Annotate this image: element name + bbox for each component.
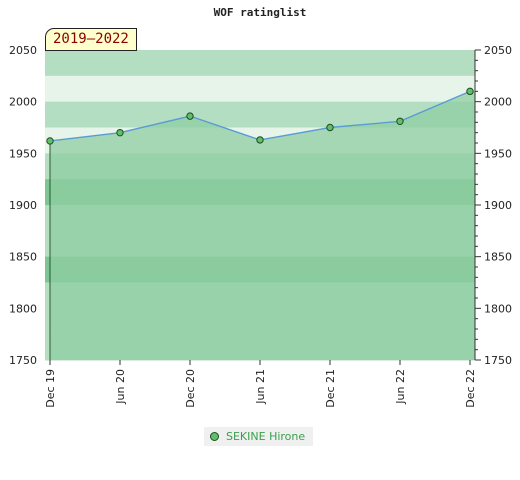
legend-marker-icon <box>210 432 219 441</box>
right-axis: 1750 1800 1850 1900 1950 2000 2050 <box>474 44 512 367</box>
point-layer <box>46 87 474 145</box>
y-tick-label-right: 2000 <box>484 96 512 109</box>
x-tick-label: Dec 20 <box>184 369 197 408</box>
x-tick-label: Dec 21 <box>324 369 337 408</box>
chart-title: WOF ratinglist <box>213 6 307 19</box>
series-area <box>50 91 475 360</box>
area-layer <box>49 91 475 360</box>
y-tick-label-left: 1950 <box>9 147 37 160</box>
x-axis: Dec 19 Jun 20 Dec 20 Jun 21 Dec 21 Jun 22 Dec … <box>44 360 477 408</box>
background-band <box>45 75 475 103</box>
period-badge: 2019–2022 <box>45 28 137 51</box>
data-point[interactable] <box>326 123 334 132</box>
data-point[interactable] <box>396 117 404 126</box>
data-point[interactable] <box>186 112 194 120</box>
y-tick-label-right: 1800 <box>484 302 512 315</box>
data-point[interactable] <box>256 136 264 144</box>
background-band <box>45 50 475 77</box>
y-tick-label-left: 1850 <box>9 251 37 264</box>
y-tick-label-right: 1900 <box>484 199 512 212</box>
x-tick-label: Dec 19 <box>44 369 57 408</box>
y-tick-label-right: 1950 <box>484 147 512 160</box>
y-tick-label-left: 1750 <box>9 354 37 367</box>
x-tick-label: Jun 22 <box>394 369 407 405</box>
y-tick-label-right: 1750 <box>484 354 512 367</box>
y-tick-label-right: 2050 <box>484 44 512 57</box>
y-tick-label-right: 1850 <box>484 251 512 264</box>
left-axis: 1750 1800 1850 1900 1950 2000 2050 <box>9 44 37 367</box>
legend[interactable]: SEKINE Hirone <box>204 427 314 446</box>
y-tick-label-left: 1900 <box>9 199 37 212</box>
x-tick-label: Jun 20 <box>114 369 127 405</box>
y-tick-label-left: 2050 <box>9 44 37 57</box>
data-point[interactable] <box>466 87 474 96</box>
x-tick-label: Dec 22 <box>464 369 477 408</box>
data-point[interactable] <box>116 128 124 137</box>
y-tick-label-left: 1800 <box>9 302 37 315</box>
legend-series-label: SEKINE Hirone <box>226 430 306 443</box>
x-tick-label: Jun 21 <box>254 369 267 405</box>
y-tick-label-left: 2000 <box>9 96 37 109</box>
data-point[interactable] <box>46 137 54 145</box>
